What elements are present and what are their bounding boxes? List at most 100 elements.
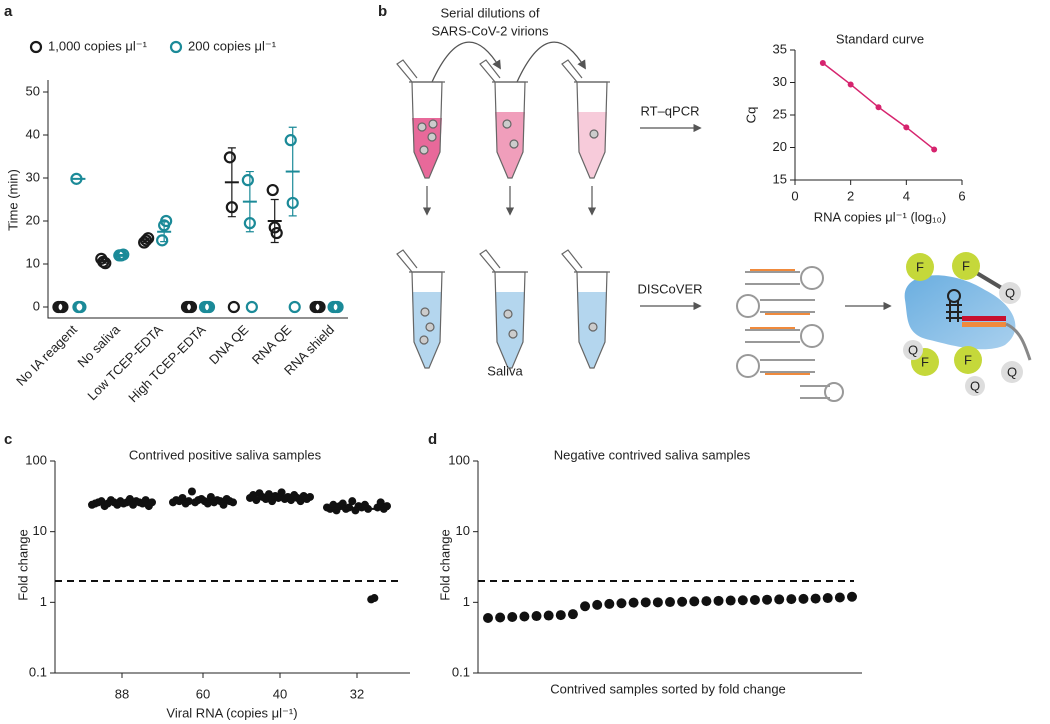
tubes bbox=[396, 59, 610, 369]
enzyme-complex bbox=[903, 252, 1032, 396]
error-bar bbox=[245, 170, 254, 233]
y-tick-label: 0 bbox=[33, 298, 40, 313]
quencher-label: Q bbox=[1007, 364, 1017, 379]
legend-label: 200 copies μl⁻¹ bbox=[188, 38, 277, 53]
data-point bbox=[903, 124, 910, 131]
x-tick-label: No IA reagent bbox=[13, 322, 80, 389]
legend-marker bbox=[169, 40, 183, 54]
data-point bbox=[689, 596, 700, 607]
data-point bbox=[774, 594, 785, 605]
y-axis-label: Fold change bbox=[437, 529, 452, 601]
y-tick-label: 35 bbox=[773, 41, 787, 56]
legend-marker bbox=[29, 40, 43, 54]
data-point bbox=[148, 498, 156, 507]
data-point bbox=[495, 612, 506, 623]
arrow-label: RT–qPCR bbox=[640, 103, 699, 118]
data-point bbox=[875, 104, 882, 111]
data-point bbox=[749, 594, 760, 605]
y-tick-label: 30 bbox=[773, 74, 787, 89]
data-point bbox=[229, 498, 237, 507]
y-tick-label: 20 bbox=[26, 212, 40, 227]
data-point bbox=[264, 490, 273, 499]
data-point bbox=[306, 492, 314, 501]
x-tick-label: 0 bbox=[791, 188, 798, 203]
data-point bbox=[640, 597, 651, 608]
chart-title: Negative contrived saliva samples bbox=[554, 447, 751, 462]
data-point bbox=[543, 610, 554, 621]
data-point bbox=[580, 601, 591, 612]
x-axis-label: Viral RNA (copies μl⁻¹) bbox=[166, 705, 297, 720]
data-point bbox=[156, 234, 169, 247]
data-point bbox=[376, 498, 385, 507]
data-point bbox=[847, 81, 854, 88]
arrow-label: DISCoVER bbox=[637, 281, 702, 296]
axis-line bbox=[47, 80, 348, 319]
panel-label: a bbox=[4, 3, 13, 20]
y-tick-label: 10 bbox=[33, 523, 47, 538]
dilution-arrow bbox=[516, 41, 586, 83]
data-point bbox=[245, 300, 258, 314]
data-point bbox=[677, 596, 688, 607]
hairpins bbox=[736, 266, 844, 402]
legend-label: 1,000 copies μl⁻¹ bbox=[48, 38, 148, 53]
data-point bbox=[798, 593, 809, 604]
data-point bbox=[141, 496, 150, 505]
data-point bbox=[270, 226, 283, 240]
data-point bbox=[616, 598, 627, 609]
data-point bbox=[786, 594, 797, 605]
y-tick-label: 0.1 bbox=[452, 664, 470, 679]
y-axis-label: Fold change bbox=[15, 529, 30, 601]
data-point bbox=[507, 612, 518, 623]
quencher-label: Q bbox=[908, 342, 918, 357]
x-axis-label: RNA copies μl⁻¹ (log₁₀) bbox=[814, 209, 947, 224]
x-tick-label: Low TCEP-EDTA bbox=[84, 322, 166, 404]
data-point bbox=[241, 174, 254, 187]
error-bar bbox=[270, 198, 279, 244]
data-point bbox=[555, 610, 566, 621]
data-point bbox=[348, 497, 357, 506]
data-point bbox=[277, 488, 286, 497]
data-point bbox=[227, 300, 240, 314]
data-point bbox=[847, 591, 857, 602]
data-point bbox=[810, 593, 821, 604]
data-point bbox=[187, 487, 196, 496]
x-tick-label: 60 bbox=[196, 686, 210, 701]
y-tick-label: 1 bbox=[40, 594, 47, 609]
error-bar bbox=[160, 221, 169, 243]
panel-label: d bbox=[428, 431, 437, 448]
diagram-heading: Serial dilutions of bbox=[441, 5, 540, 20]
x-tick-label: DNA QE bbox=[206, 322, 252, 368]
data-point bbox=[483, 613, 493, 624]
x-axis-label: Contrived samples sorted by fold change bbox=[550, 681, 786, 696]
panel-label: b bbox=[378, 3, 387, 20]
data-point bbox=[762, 594, 773, 605]
data-point bbox=[567, 609, 578, 620]
y-tick-label: 0.1 bbox=[29, 664, 47, 679]
data-point bbox=[834, 592, 845, 603]
quencher-label: Q bbox=[970, 378, 980, 393]
data-point bbox=[331, 300, 344, 314]
x-tick-label: 6 bbox=[958, 188, 965, 203]
data-point bbox=[701, 596, 712, 607]
fluorophore-label: F bbox=[916, 259, 924, 274]
data-point bbox=[202, 300, 216, 314]
data-point bbox=[184, 300, 198, 314]
x-tick-label: High TCEP-EDTA bbox=[125, 322, 209, 406]
data-point bbox=[313, 300, 326, 314]
y-tick-label: 25 bbox=[773, 106, 787, 121]
data-point bbox=[725, 595, 736, 606]
diagram-heading: SARS-CoV-2 virions bbox=[431, 23, 549, 38]
data-point bbox=[628, 597, 639, 608]
data-point bbox=[931, 146, 938, 153]
dilution-arrow bbox=[431, 41, 501, 83]
y-tick-label: 15 bbox=[773, 171, 787, 186]
data-point bbox=[519, 611, 530, 622]
error-bar bbox=[288, 126, 297, 217]
axis-line bbox=[794, 50, 962, 181]
x-tick-label: 88 bbox=[115, 686, 129, 701]
quencher-label: Q bbox=[1005, 285, 1015, 300]
x-tick-label: 4 bbox=[903, 188, 910, 203]
data-point bbox=[74, 300, 87, 314]
y-tick-label: 1 bbox=[463, 594, 470, 609]
